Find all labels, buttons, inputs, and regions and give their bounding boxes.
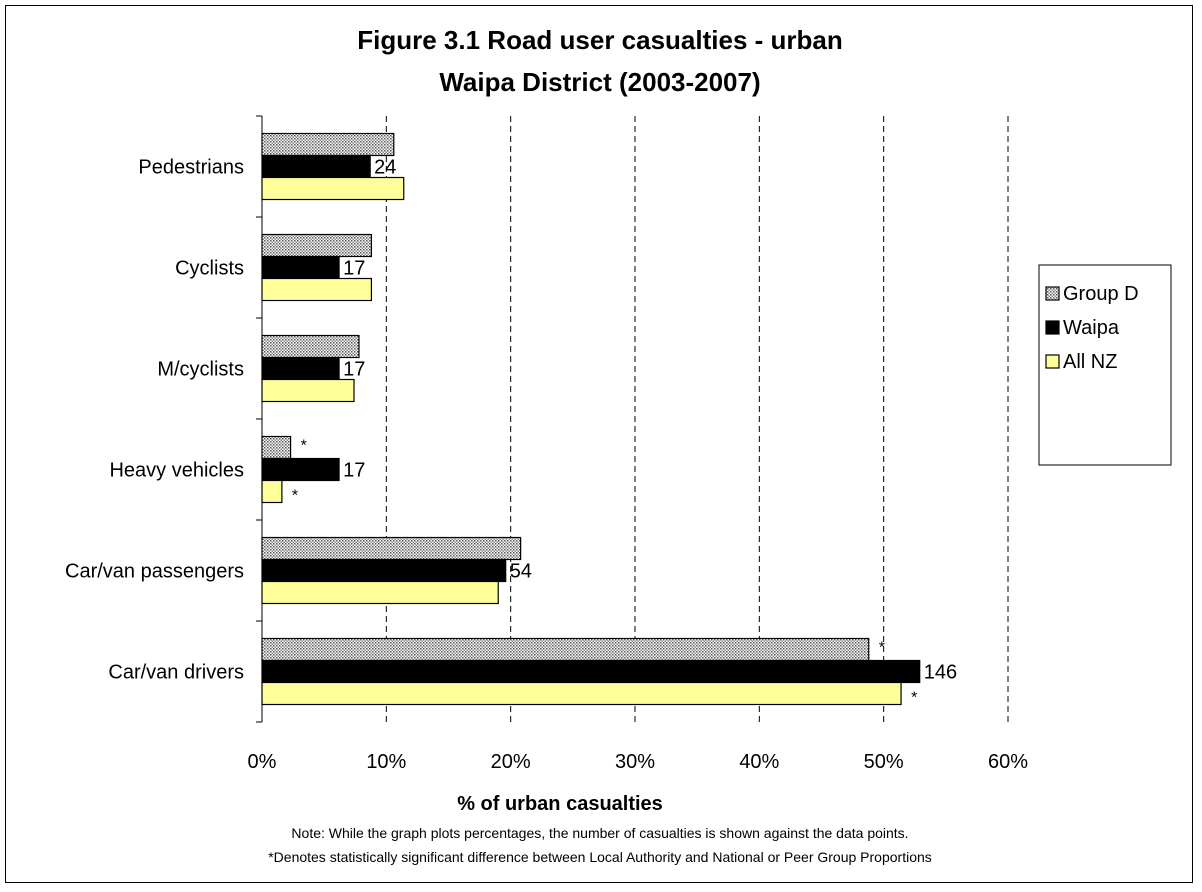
category-label: Pedestrians bbox=[138, 157, 244, 179]
bar-group-d bbox=[261, 637, 870, 662]
bar-all-nz bbox=[261, 681, 902, 706]
x-tick-label: 50% bbox=[864, 751, 904, 773]
bar-waipa bbox=[261, 457, 340, 482]
bar-all-nz bbox=[261, 580, 499, 605]
chart-frame bbox=[5, 5, 1193, 883]
bar-group-d bbox=[261, 132, 395, 157]
data-label: 17 bbox=[343, 460, 365, 482]
x-tick-label: 40% bbox=[739, 751, 779, 773]
bar-all-nz bbox=[261, 378, 355, 403]
note-line-1: Note: While the graph plots percentages,… bbox=[291, 825, 908, 841]
bar-group-d bbox=[261, 233, 373, 258]
legend-swatch bbox=[1045, 354, 1060, 369]
data-label: 24 bbox=[374, 157, 396, 179]
category-label: Heavy vehicles bbox=[109, 460, 244, 482]
category-label: Car/van passengers bbox=[65, 561, 244, 583]
bar-all-nz bbox=[261, 479, 283, 504]
x-tick-label: 0% bbox=[248, 751, 277, 773]
bar-group-d bbox=[261, 334, 360, 359]
legend-swatch bbox=[1045, 320, 1060, 335]
bar-group-d bbox=[261, 536, 522, 561]
legend-label: All NZ bbox=[1063, 351, 1117, 373]
bar-waipa bbox=[261, 659, 921, 684]
category-label: Cyclists bbox=[175, 258, 244, 280]
significance-mark: * bbox=[292, 488, 298, 505]
bar-all-nz bbox=[261, 277, 373, 302]
legend-box bbox=[1038, 264, 1172, 466]
chart-title-line2: Waipa District (2003-2007) bbox=[439, 67, 760, 97]
note-line-2: *Denotes statistically significant diffe… bbox=[268, 849, 932, 865]
significance-mark: * bbox=[911, 690, 917, 707]
axes bbox=[256, 115, 263, 723]
legend-label: Group D bbox=[1063, 283, 1139, 305]
bar-waipa bbox=[261, 356, 340, 381]
legend: Group D Waipa All NZ bbox=[1038, 264, 1172, 466]
legend-swatch bbox=[1045, 286, 1060, 301]
data-label: 54 bbox=[510, 561, 532, 583]
bars bbox=[261, 132, 921, 706]
chart-title-line1: Figure 3.1 Road user casualties - urban bbox=[357, 25, 842, 55]
bar-waipa bbox=[261, 255, 340, 280]
x-axis-title: % of urban casualties bbox=[457, 793, 663, 815]
bar-waipa bbox=[261, 154, 371, 179]
bar-all-nz bbox=[261, 176, 405, 201]
legend-label: Waipa bbox=[1063, 317, 1120, 339]
x-tick-label: 30% bbox=[615, 751, 655, 773]
bar-waipa bbox=[261, 558, 507, 583]
significance-mark: * bbox=[879, 640, 885, 657]
data-label: 17 bbox=[343, 359, 365, 381]
x-tick-label: 10% bbox=[366, 751, 406, 773]
data-label: 146 bbox=[924, 662, 957, 684]
gridlines bbox=[385, 116, 1009, 722]
bar-group-d bbox=[261, 435, 292, 460]
x-tick-label: 60% bbox=[988, 751, 1028, 773]
x-tick-label: 20% bbox=[491, 751, 531, 773]
significance-mark: * bbox=[301, 438, 307, 455]
data-label: 17 bbox=[343, 258, 365, 280]
category-label: M/cyclists bbox=[157, 359, 244, 381]
category-label: Car/van drivers bbox=[108, 662, 244, 684]
chart-labels: 0% 10% 20% 30% 40% 50% 60% Pedestrians 24 Cyclist… bbox=[65, 157, 1028, 774]
